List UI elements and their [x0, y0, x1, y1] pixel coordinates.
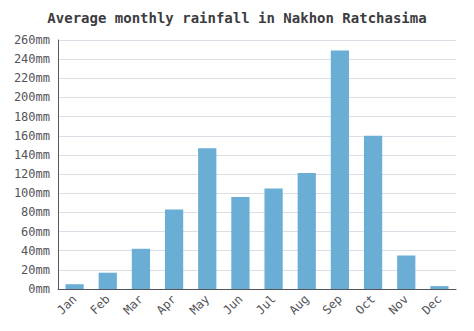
svg-text:Feb: Feb [87, 292, 112, 317]
svg-text:Nov: Nov [386, 292, 411, 317]
svg-text:20mm: 20mm [21, 263, 50, 277]
svg-text:Dec: Dec [419, 292, 444, 317]
svg-text:160mm: 160mm [14, 129, 50, 143]
svg-text:240mm: 240mm [14, 52, 50, 66]
svg-text:40mm: 40mm [21, 244, 50, 258]
svg-text:60mm: 60mm [21, 225, 50, 239]
svg-text:Jan: Jan [54, 292, 79, 317]
svg-text:Aug: Aug [286, 292, 311, 317]
svg-text:140mm: 140mm [14, 148, 50, 162]
svg-text:200mm: 200mm [14, 90, 50, 104]
svg-text:Jun: Jun [220, 292, 245, 317]
svg-text:Oct: Oct [353, 292, 378, 317]
svg-text:120mm: 120mm [14, 167, 50, 181]
svg-text:Apr: Apr [154, 292, 179, 317]
svg-text:220mm: 220mm [14, 71, 50, 85]
svg-text:0mm: 0mm [28, 282, 50, 296]
svg-text:180mm: 180mm [14, 110, 50, 124]
svg-text:100mm: 100mm [14, 186, 50, 200]
svg-text:May: May [187, 292, 212, 317]
svg-text:260mm: 260mm [14, 33, 50, 47]
svg-text:Mar: Mar [121, 292, 146, 317]
svg-text:Sep: Sep [320, 292, 345, 317]
svg-text:Average monthly rainfall in Na: Average monthly rainfall in Nakhon Ratch… [47, 10, 426, 26]
svg-text:Jul: Jul [253, 292, 278, 317]
svg-text:80mm: 80mm [21, 205, 50, 219]
